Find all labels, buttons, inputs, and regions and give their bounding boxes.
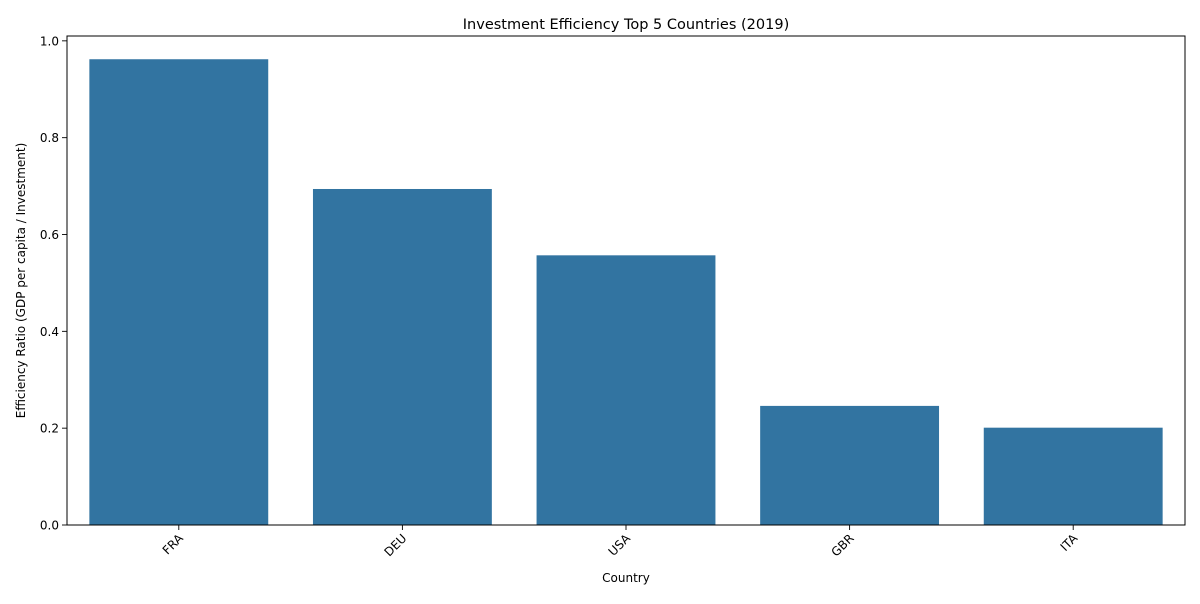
chart-title: Investment Efficiency Top 5 Countries (2… xyxy=(463,17,789,33)
y-tick-label: 0.8 xyxy=(40,131,59,145)
plot-frame xyxy=(66,35,1186,526)
y-tick-label: 0.0 xyxy=(40,519,59,533)
x-tick-label: ITA xyxy=(1058,531,1081,554)
y-tick-label: 0.6 xyxy=(40,228,59,242)
x-tick-label: GBR xyxy=(829,531,857,559)
bar-usa xyxy=(536,255,716,525)
bars-group xyxy=(89,59,1163,526)
x-tick-label: USA xyxy=(606,531,634,559)
y-tick-label: 0.4 xyxy=(40,325,59,339)
y-axis-label: Efficiency Ratio (GDP per capita / Inves… xyxy=(14,143,28,419)
bar-fra xyxy=(89,59,269,526)
x-tick-label: FRA xyxy=(160,531,187,558)
x-axis: FRA DEU USA GBR ITA xyxy=(160,525,1081,559)
bar-ita xyxy=(983,427,1163,525)
y-axis: 0.0 0.2 0.4 0.6 0.8 1.0 xyxy=(40,34,67,533)
bar-deu xyxy=(312,188,492,526)
bar-gbr xyxy=(760,405,940,525)
y-tick-label: 1.0 xyxy=(40,34,59,48)
y-tick-label: 0.2 xyxy=(40,422,59,436)
x-axis-label: Country xyxy=(602,571,650,585)
x-tick-label: DEU xyxy=(382,531,410,559)
